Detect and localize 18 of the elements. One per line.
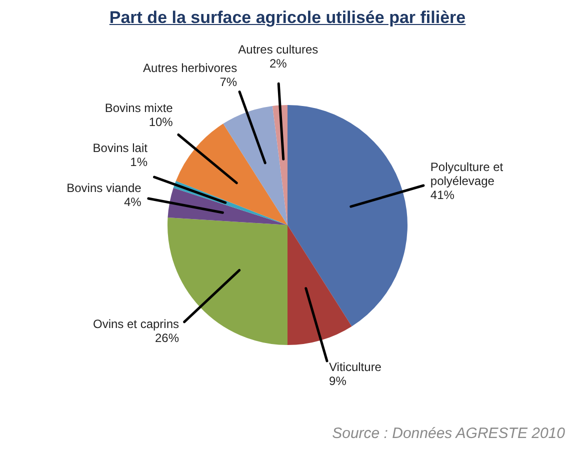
slice-label: Ovins et caprins [92, 317, 180, 332]
data-label: 41% [430, 188, 455, 202]
slice-label: Bovins viande [66, 181, 142, 196]
source-note: Source : Données AGRESTE 2010 [332, 425, 565, 442]
slice-label: Polyculture et polyélevage [430, 160, 504, 188]
data-label: 26% [155, 331, 180, 346]
slice-label: Autres cultures [238, 42, 318, 57]
data-label: 10% [148, 115, 174, 130]
data-label: 1% [130, 155, 148, 170]
slice-label: Viticulture [329, 360, 382, 374]
data-label: 9% [329, 374, 347, 388]
slice-label: Bovins mixte [104, 101, 174, 116]
data-label: 7% [220, 75, 238, 90]
slice-label: Bovins lait [92, 141, 148, 156]
data-label: 4% [124, 195, 142, 210]
slice-label: Autres herbivores [143, 61, 238, 76]
data-label: 2% [269, 56, 288, 71]
chart-title: Part de la surface agricole utilisée par filière [108, 8, 467, 28]
